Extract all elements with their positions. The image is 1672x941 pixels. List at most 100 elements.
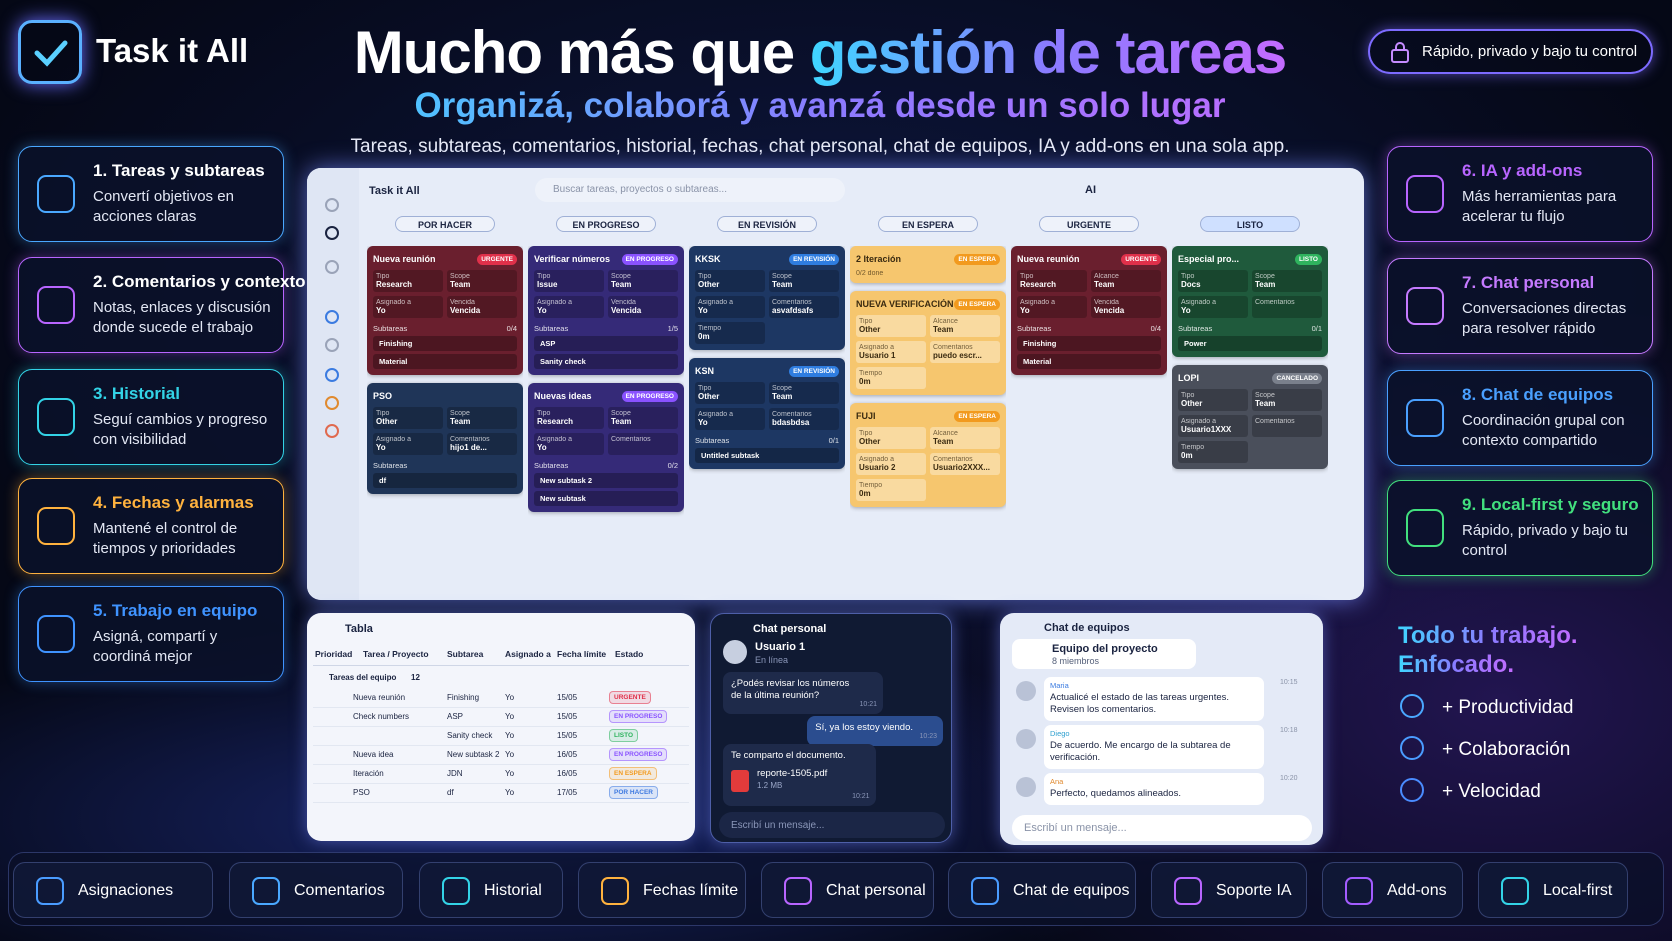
subtask: New subtask 2 [534,473,678,488]
bottom-item[interactable]: Asignaciones [13,862,213,918]
card-field: Tipo Research [534,407,604,429]
bottom-icon [601,877,629,905]
field-value: Yo [376,443,386,452]
field-value: hijo1 de... [450,443,487,452]
task-card: KSN EN REVISIÓN Tipo Other Scope Team Asignado… [689,358,845,469]
field-value: Team [772,280,793,289]
bottom-item[interactable]: Chat de equipos [948,862,1136,918]
feature-icon [1406,175,1444,213]
subtasks-label: Subtareas [1178,324,1213,333]
card-fields: Tipo Research Alcance Team Asignado a Yo Venci… [1017,270,1161,318]
column: Nueva reunión URGENTE Tipo Research Scope Tea… [367,246,523,596]
field-label: Tipo [376,410,390,417]
bottom-item[interactable]: Chat personal [761,862,934,918]
subtasks-head: Subtareas 0/4 [1017,324,1161,333]
subtasks-count: 0/4 [506,324,517,333]
card-head: Nuevas ideas EN PROGRESO [534,389,678,403]
feature-title: 4. Fechas y alarmas [93,493,254,512]
card-field: Comentarios asvafdsafs [769,296,839,318]
table-row-line [313,726,689,727]
subtask: Material [1017,354,1161,369]
field-label: Tipo [1181,392,1195,399]
bottom-label: Comentarios [294,882,385,899]
bottom-item[interactable]: Soporte IA [1151,862,1307,918]
field-value: Other [859,325,881,334]
field-label: Alcance [933,318,958,325]
title: Mucho más que gestión de tareas [300,18,1340,87]
field-label: Comentarios [933,456,973,463]
field-value: 0m [859,489,871,498]
card-field: Alcance Team [930,315,1000,337]
card-field: Comentarios puedo escr... [930,341,1000,363]
bottom-item[interactable]: Historial [419,862,563,918]
subtask: Material [373,354,517,369]
column-header: EN PROGRESO [556,216,656,232]
card-fields: Tipo Other Scope Team Asignado a Yo Comentario… [373,407,517,455]
card-head: NUEVA VERIFICACIÓN EN ESPERA [856,297,1000,311]
field-value: Team [1255,399,1276,408]
sidebar-icon [325,310,339,324]
table-cell: Nueva idea [353,750,394,759]
table-header: Estado [615,649,644,659]
table-header: Fecha límite [557,649,607,659]
bottom-item[interactable]: Fechas límite [578,862,746,918]
message-time: 10:21 [852,793,870,800]
bottom-label: Fechas límite [643,882,739,899]
field-label: Vencida [1094,299,1119,306]
table-cell: JDN [447,769,463,778]
field-label: Asignado a [1181,418,1217,425]
table-row-line [313,802,689,803]
search-box[interactable]: Buscar tareas, proyectos o subtareas... [535,178,845,202]
board-app-title: Task it All [369,185,420,197]
bottom-icon [36,877,64,905]
team-input-placeholder: Escribí un mensaje... [1024,822,1127,834]
subtasks-label: Subtareas [1017,324,1052,333]
card-field: Asignado a Yo [695,408,765,430]
feature-desc: Convertí objetivos en acciones claras [93,188,234,225]
team-message-text: Actualicé el estado de las tareas urgent… [1050,692,1230,715]
table-header: Tarea / Proyecto [363,649,429,659]
card-field: Tiempo 0m [856,367,926,389]
bottom-icon [1174,877,1202,905]
card-fields: Tipo Docs Scope Team Asignado a Yo Comentarios [1178,270,1322,318]
search-placeholder: Buscar tareas, proyectos o subtareas... [553,184,727,195]
field-value: Other [376,417,398,426]
team-chat-input[interactable]: Escribí un mensaje... [1012,815,1312,841]
feature-icon [37,615,75,653]
field-value: Other [698,392,720,401]
field-value: Team [933,437,954,446]
table-header: Subtarea [447,649,484,659]
ai-button[interactable]: AI [1085,184,1096,196]
card-field: Asignado a Yo [534,433,604,455]
member-avatar [1016,777,1036,797]
badge-text: Rápido, privado y bajo tu control [1422,43,1638,60]
table-divider [313,665,689,666]
bottom-item[interactable]: Local-first [1478,862,1628,918]
field-value: Other [859,437,881,446]
chat-user: Usuario 1 [755,641,806,653]
feature-icon [37,175,75,213]
field-label: Vencida [611,299,636,306]
field-label: Tipo [859,318,873,325]
card-field: Alcance Team [930,427,1000,449]
feature-card: 8. Chat de equipos Coordinación grupal co… [1387,370,1653,466]
bottom-item[interactable]: Add-ons [1322,862,1463,918]
card-field: Tipo Other [856,315,926,337]
task-card: Especial pro... LISTO Tipo Docs Scope Team Asi… [1172,246,1328,357]
field-label: Scope [450,273,470,280]
feature-title: 2. Comentarios y contexto [93,272,306,291]
table-header: Prioridad [315,649,353,659]
field-value: Issue [537,280,558,289]
status-pill: URGENTE [609,691,651,704]
feature-icon [1406,399,1444,437]
bottom-icon [971,877,999,905]
bottom-item[interactable]: Comentarios [229,862,403,918]
chat-input[interactable]: Escribí un mensaje... [719,812,945,838]
table-group-count: 12 [411,673,420,682]
feature-title: 9. Local-first y seguro [1462,495,1639,514]
card-field: Tipo Other [373,407,443,429]
field-value: Docs [1181,280,1201,289]
subtask: df [373,473,517,488]
member-avatar [1016,681,1036,701]
